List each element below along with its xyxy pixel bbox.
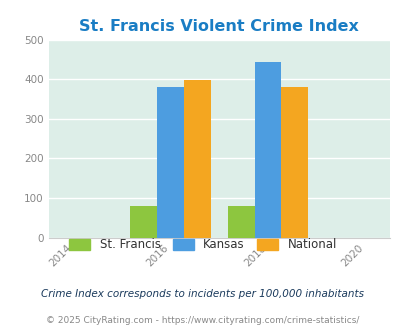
Bar <box>157 87 183 238</box>
Bar <box>281 87 307 238</box>
Legend: St. Francis, Kansas, National: St. Francis, Kansas, National <box>69 239 336 251</box>
Title: St. Francis Violent Crime Index: St. Francis Violent Crime Index <box>79 19 358 34</box>
Bar <box>254 62 281 238</box>
Bar <box>130 206 157 238</box>
Bar <box>183 80 210 238</box>
Text: Crime Index corresponds to incidents per 100,000 inhabitants: Crime Index corresponds to incidents per… <box>41 289 364 299</box>
Bar <box>227 206 254 238</box>
Text: © 2025 CityRating.com - https://www.cityrating.com/crime-statistics/: © 2025 CityRating.com - https://www.city… <box>46 316 359 325</box>
